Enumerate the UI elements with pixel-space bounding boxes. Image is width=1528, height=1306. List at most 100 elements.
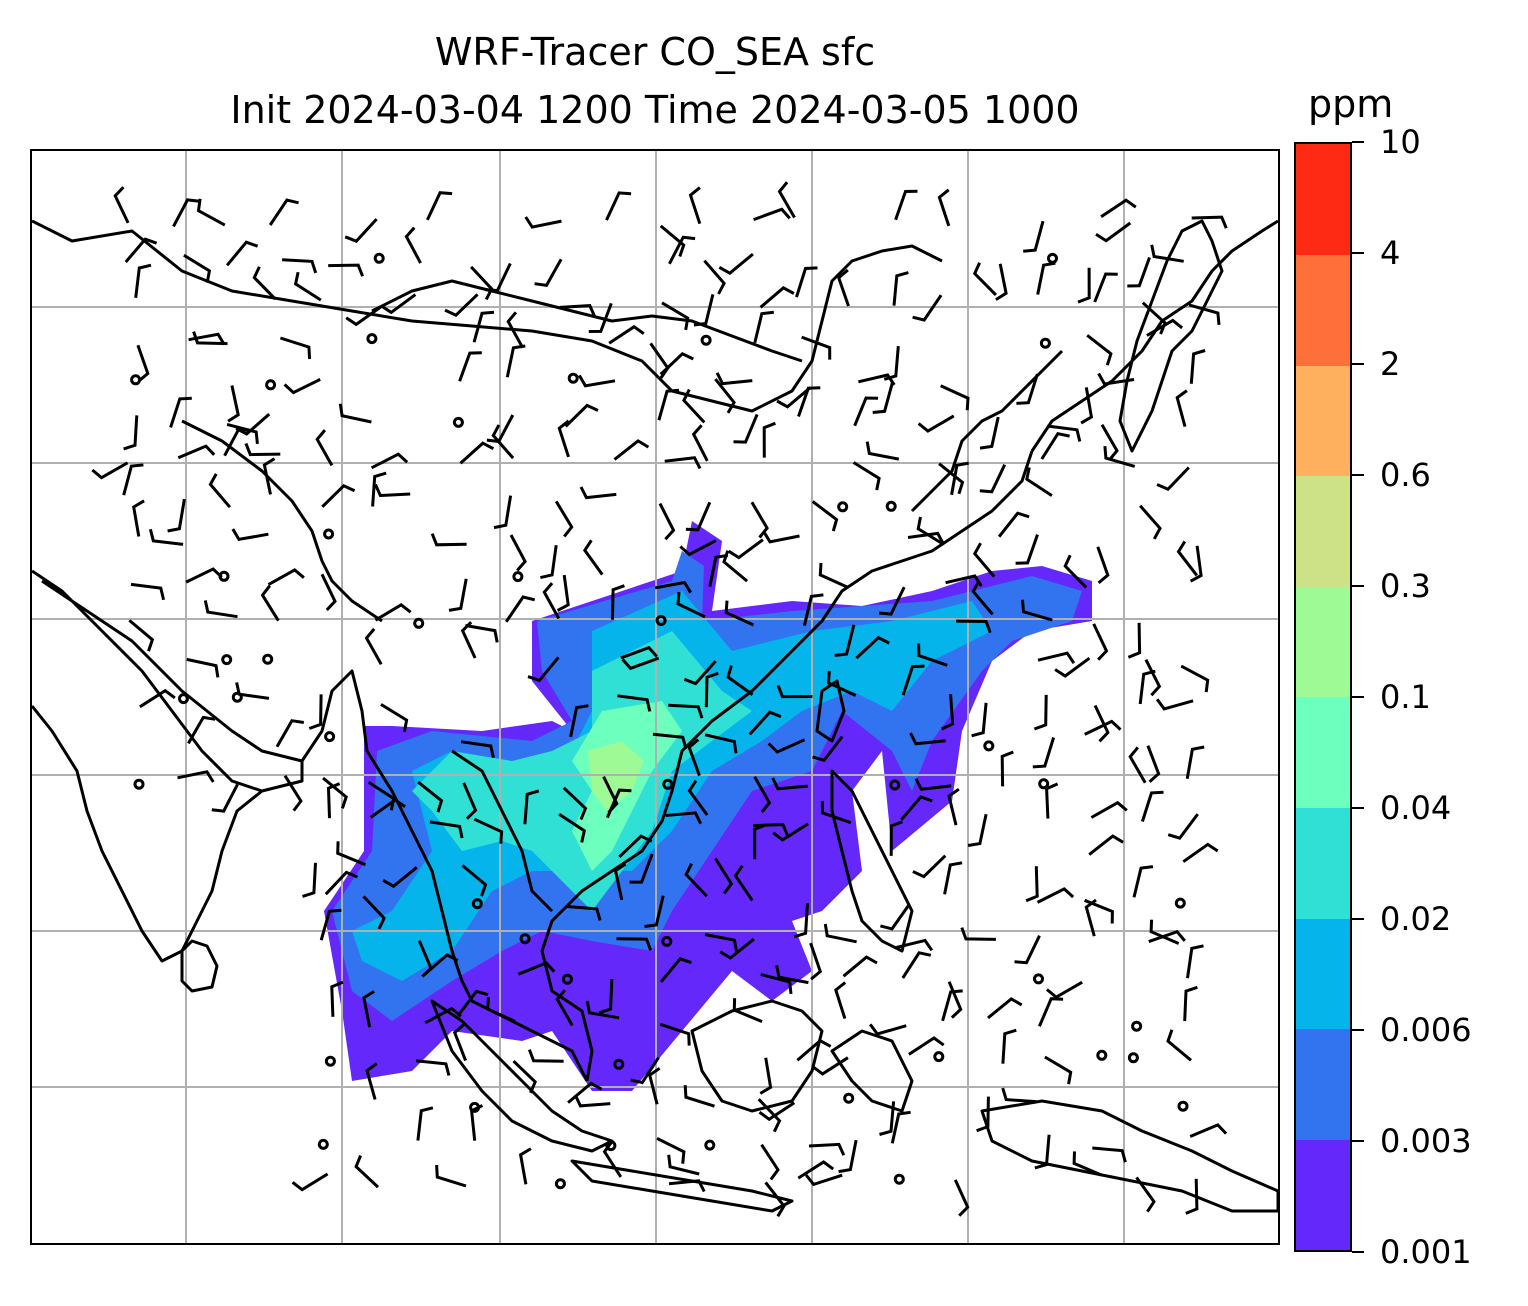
colorbar-tick: [1352, 1251, 1364, 1253]
wind-barb: [268, 198, 299, 226]
wind-barb: [188, 332, 226, 346]
wind-barb: [404, 226, 422, 264]
wind-barb: [362, 895, 386, 930]
wind-barb: [1023, 220, 1045, 253]
calm-wind-marker: [413, 617, 425, 629]
wind-barb: [976, 1096, 990, 1133]
wind-barb: [1100, 198, 1137, 219]
wind-barb: [914, 778, 952, 791]
colorbar-tick: [1352, 585, 1364, 587]
wind-barb: [880, 903, 911, 931]
wind-barb: [470, 265, 494, 301]
calm-wind-marker: [613, 1058, 625, 1070]
wind-barb: [878, 586, 906, 616]
wind-barb: [579, 486, 617, 500]
wind-barb: [704, 733, 738, 754]
calm-wind-marker: [1033, 973, 1044, 985]
coast-indochina: [540, 450, 1034, 1082]
wind-barb: [795, 266, 818, 298]
calm-wind-marker: [373, 252, 385, 264]
border-china-north: [32, 219, 943, 413]
wind-barb: [1016, 373, 1039, 405]
wind-barb: [808, 1142, 846, 1156]
wind-barb: [1189, 349, 1206, 384]
wind-barb: [321, 484, 356, 508]
calm-wind-marker: [317, 1138, 329, 1150]
wind-barb: [1183, 985, 1198, 1022]
wind-barb: [940, 384, 970, 411]
wind-barb: [235, 682, 270, 700]
wind-barb: [912, 294, 943, 322]
calm-wind-marker: [893, 1173, 905, 1185]
wind-barb: [652, 732, 688, 750]
wind-barb: [687, 779, 709, 816]
wind-barb: [684, 863, 708, 898]
wind-barb: [362, 990, 375, 1028]
wind-barb: [172, 198, 200, 228]
wind-barb: [1032, 737, 1056, 769]
wind-barb: [1175, 389, 1188, 427]
wind-barb: [328, 263, 364, 277]
wind-barb: [132, 499, 145, 537]
colorbar-tick: [1352, 918, 1364, 920]
wind-barb: [1021, 599, 1053, 622]
calm-wind-marker: [1177, 1100, 1189, 1112]
colorbar-tick-label: 2: [1380, 345, 1401, 383]
wind-barb: [91, 461, 129, 480]
wind-barb: [659, 352, 694, 376]
wind-barb: [908, 1036, 945, 1056]
colorbar-tick: [1352, 696, 1364, 698]
wind-barb: [722, 550, 749, 583]
wind-barb: [523, 789, 540, 825]
wind-barb: [573, 1094, 611, 1108]
wind-barb: [762, 530, 800, 544]
map-plot: [32, 151, 1278, 1243]
calm-wind-marker: [662, 778, 674, 790]
calm-wind-marker: [655, 615, 667, 626]
wind-barb: [1045, 980, 1083, 1000]
colorbar-segment: [1296, 475, 1350, 587]
wind-barb: [527, 1049, 564, 1063]
wind-barb: [967, 813, 988, 847]
wind-barb: [588, 302, 613, 333]
wind-barb: [1093, 704, 1110, 743]
wind-barb: [435, 1165, 467, 1188]
calm-wind-marker: [452, 416, 464, 428]
wind-barb: [605, 788, 632, 819]
wind-barb: [512, 1060, 537, 1094]
calm-wind-marker: [561, 973, 573, 985]
wind-barb: [1090, 800, 1128, 819]
wind-barb: [676, 591, 706, 619]
wind-barb: [460, 621, 477, 659]
coast-java: [570, 1159, 794, 1213]
wind-barb: [459, 441, 495, 465]
wind-barb: [1176, 540, 1198, 577]
wind-barb: [460, 740, 495, 759]
calm-wind-marker: [1038, 778, 1050, 790]
wind-barb: [715, 372, 753, 386]
wind-barb: [458, 351, 482, 382]
colorbar-segment: [1296, 1139, 1350, 1251]
colorbar-tick-label: 0.04: [1380, 789, 1452, 827]
wind-barb: [308, 694, 323, 730]
wind-barb: [1044, 1055, 1073, 1085]
wind-barb: [370, 452, 409, 470]
colorbar-tick-label: 0.003: [1380, 1122, 1472, 1160]
wind-barb: [826, 670, 857, 697]
wind-barb: [714, 857, 734, 895]
wind-barb: [322, 776, 348, 809]
wind-barb: [659, 1022, 691, 1046]
wind-barb: [901, 664, 925, 696]
wind-barb: [937, 188, 951, 227]
wind-barb: [836, 268, 850, 307]
wind-barb: [380, 293, 417, 315]
calm-wind-marker: [1039, 337, 1051, 349]
wind-barb: [775, 965, 809, 985]
wind-barb: [1097, 372, 1135, 386]
wind-barb: [834, 981, 847, 1020]
colorbar-tick-label: 0.1: [1380, 678, 1431, 716]
colorbar-tick: [1352, 141, 1364, 143]
wind-barb: [733, 413, 759, 444]
calm-wind-marker: [366, 333, 378, 345]
wind-barb: [123, 415, 139, 451]
